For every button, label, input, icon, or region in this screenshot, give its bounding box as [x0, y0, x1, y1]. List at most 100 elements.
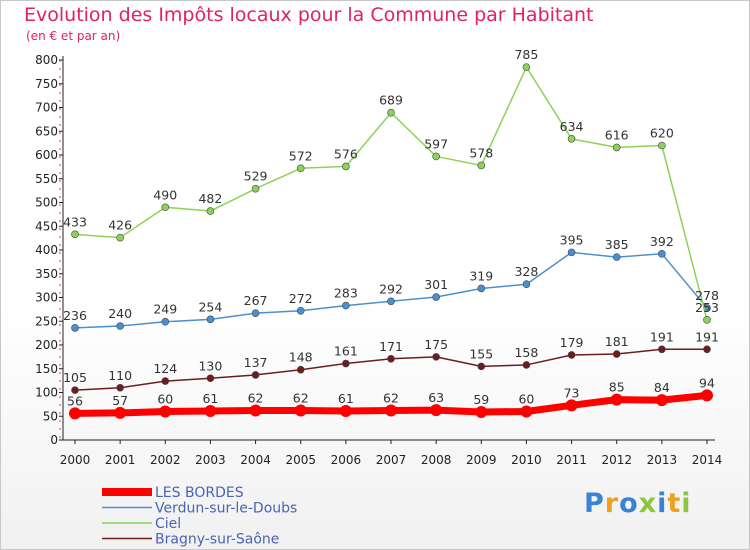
x-tick-label: 2005	[285, 453, 316, 467]
data-label-verdun-sur-le-doubs: 328	[514, 264, 538, 279]
legend-label-ciel: Ciel	[155, 516, 181, 532]
data-point-verdun-sur-le-doubs	[161, 317, 170, 326]
data-label-verdun-sur-le-doubs: 301	[424, 277, 448, 292]
data-point-ciel	[296, 164, 305, 173]
logo-letter: x	[638, 488, 658, 519]
data-point-ciel	[612, 143, 621, 152]
data-label-verdun-sur-le-doubs: 249	[153, 302, 177, 317]
x-tick-label: 2009	[466, 453, 497, 467]
data-label-les-bordes: 73	[564, 385, 580, 400]
data-point-les-bordes	[114, 406, 127, 419]
data-label-ciel: 785	[514, 47, 538, 62]
data-point-ciel	[116, 233, 124, 242]
y-tick-label: 350	[35, 267, 58, 281]
data-label-les-bordes: 84	[654, 380, 670, 395]
y-tick-label: 200	[35, 338, 58, 352]
x-tick-label: 2006	[331, 453, 362, 467]
data-label-verdun-sur-le-doubs: 272	[289, 291, 313, 306]
data-label-les-bordes: 62	[248, 391, 264, 406]
data-label-bragny-sur-sa-ne: 175	[424, 337, 448, 352]
data-point-bragny-sur-sa-ne	[342, 359, 350, 368]
y-tick-label: 400	[35, 243, 58, 257]
data-label-verdun-sur-le-doubs: 395	[560, 232, 584, 247]
data-label-verdun-sur-le-doubs: 392	[650, 234, 674, 249]
chart-subtitle: (en € et par an)	[26, 29, 121, 43]
data-label-les-bordes: 63	[428, 390, 444, 405]
data-label-ciel: 482	[198, 191, 222, 206]
data-point-verdun-sur-le-doubs	[296, 306, 305, 315]
data-point-les-bordes	[159, 405, 172, 418]
data-point-verdun-sur-le-doubs	[206, 315, 215, 324]
data-point-verdun-sur-le-doubs	[342, 301, 350, 310]
data-point-verdun-sur-le-doubs	[567, 248, 576, 257]
data-point-verdun-sur-le-doubs	[477, 284, 486, 293]
axes: 0 50 100 150 200 250 300 350 400 450 500 550 600 650 7…	[35, 53, 722, 467]
data-label-ciel: 576	[334, 146, 358, 161]
data-point-ciel	[387, 108, 395, 117]
data-label-les-bordes: 57	[112, 393, 128, 408]
data-point-bragny-sur-sa-ne	[567, 351, 576, 359]
data-label-bragny-sur-sa-ne: 124	[153, 361, 177, 376]
data-point-bragny-sur-sa-ne	[658, 345, 666, 354]
data-labels: 236 240 249 254 267 272 283 292 301 319 328 395 385 3…	[63, 47, 719, 408]
data-label-bragny-sur-sa-ne: 191	[650, 329, 674, 344]
data-label-bragny-sur-sa-ne: 181	[605, 334, 629, 349]
data-point-verdun-sur-le-doubs	[71, 324, 79, 332]
data-label-bragny-sur-sa-ne: 110	[108, 368, 132, 383]
x-tick-label: 2011	[556, 453, 587, 467]
legend-label-verdun-sur-le-doubs: Verdun-sur-le-Doubs	[155, 501, 297, 517]
data-label-ciel: 634	[560, 119, 584, 134]
data-point-les-bordes	[475, 405, 488, 418]
y-tick-label: 800	[35, 53, 58, 67]
data-label-bragny-sur-sa-ne: 148	[289, 350, 313, 365]
data-point-les-bordes	[655, 394, 668, 407]
x-tick-label: 2001	[105, 453, 136, 467]
data-point-les-bordes	[610, 393, 623, 406]
data-point-les-bordes	[385, 404, 397, 417]
data-label-bragny-sur-sa-ne: 158	[514, 345, 538, 360]
y-tick-label: 450	[35, 219, 58, 233]
data-label-bragny-sur-sa-ne: 191	[695, 329, 719, 344]
data-label-verdun-sur-le-doubs: 240	[108, 306, 132, 321]
x-tick-label: 2008	[421, 453, 452, 467]
data-point-les-bordes	[294, 404, 307, 417]
data-label-ciel: 616	[605, 127, 629, 142]
data-label-ciel: 433	[63, 214, 87, 229]
data-point-ciel	[477, 161, 486, 170]
data-label-verdun-sur-le-doubs: 283	[334, 286, 358, 301]
logo-letter: t	[667, 488, 682, 519]
data-label-ciel: 578	[469, 145, 493, 160]
data-point-les-bordes	[204, 405, 217, 418]
data-point-bragny-sur-sa-ne	[206, 374, 215, 383]
data-point-bragny-sur-sa-ne	[251, 371, 260, 379]
data-label-les-bordes: 61	[338, 391, 354, 406]
y-tick-label: 300	[35, 291, 58, 305]
y-tick-label: 550	[35, 172, 58, 186]
data-label-les-bordes: 62	[383, 391, 399, 406]
data-label-ciel: 620	[650, 126, 674, 141]
data-point-verdun-sur-le-doubs	[522, 280, 531, 289]
logo-letter: P	[584, 488, 605, 519]
legend-label-les-bordes: LES BORDES	[155, 485, 244, 501]
data-point-bragny-sur-sa-ne	[432, 353, 440, 361]
data-point-verdun-sur-le-doubs	[612, 253, 621, 261]
data-point-verdun-sur-le-doubs	[658, 250, 666, 258]
data-label-bragny-sur-sa-ne: 171	[379, 339, 403, 354]
x-tick-label: 2010	[511, 453, 542, 467]
logo-letter: i	[657, 488, 668, 519]
x-tick-label: 2013	[647, 453, 678, 467]
proxiti-logo: Proxiti	[584, 488, 692, 519]
data-label-les-bordes: 61	[202, 391, 218, 406]
data-label-les-bordes: 60	[157, 392, 173, 407]
data-point-ciel	[251, 184, 260, 193]
x-tick-label: 2000	[60, 453, 91, 467]
data-label-verdun-sur-le-doubs: 254	[198, 299, 222, 314]
data-point-ciel	[658, 141, 666, 150]
data-label-bragny-sur-sa-ne: 105	[63, 370, 87, 385]
data-point-verdun-sur-le-doubs	[251, 309, 260, 317]
chart-title: Evolution des Impôts locaux pour la Comm…	[24, 4, 594, 26]
data-label-les-bordes: 56	[67, 393, 83, 408]
y-tick-label: 600	[35, 148, 58, 162]
data-point-ciel	[567, 135, 576, 143]
